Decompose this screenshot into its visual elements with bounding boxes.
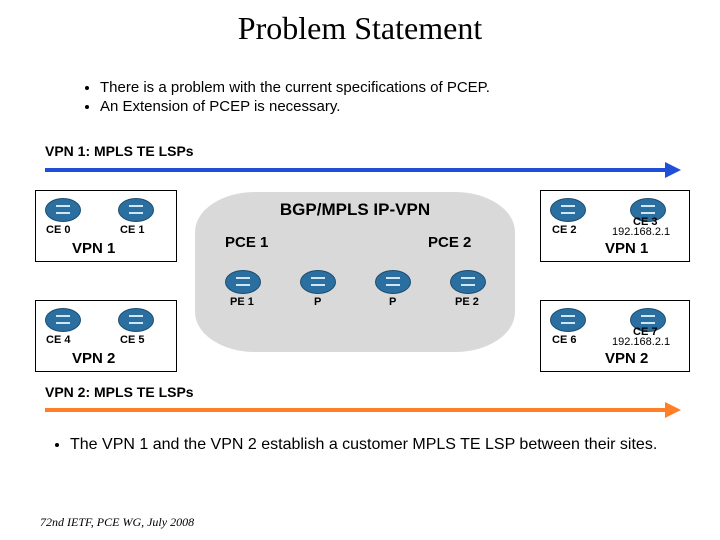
vpn1-label-right: VPN 1 (605, 240, 648, 257)
arrow-head-orange (665, 402, 681, 418)
router-icon (45, 198, 81, 222)
router-icon (375, 270, 411, 294)
vpn2-label-left: VPN 2 (72, 350, 115, 367)
ce4-label: CE 4 (46, 334, 70, 346)
vpn2-label-right: VPN 2 (605, 350, 648, 367)
slide: Problem Statement There is a problem wit… (0, 0, 720, 540)
vpn2-lsp-label: VPN 2: MPLS TE LSPs (45, 384, 194, 400)
footer-text: 72nd IETF, PCE WG, July 2008 (40, 515, 194, 530)
vpn1-lsp-label: VPN 1: MPLS TE LSPs (45, 143, 194, 159)
router-icon (550, 308, 586, 332)
ce1-label: CE 1 (120, 224, 144, 236)
arrow-line-blue (45, 168, 665, 172)
router-icon (225, 270, 261, 294)
vpn1-label-left: VPN 1 (72, 240, 115, 257)
bullet-list: There is a problem with the current spec… (60, 79, 490, 117)
cloud-title: BGP/MPLS IP-VPN (240, 200, 470, 220)
pe2-label: PE 2 (455, 296, 479, 308)
page-title: Problem Statement (0, 10, 720, 47)
ip1-label: 192.168.2.1 (612, 226, 670, 238)
router-icon (118, 198, 154, 222)
p1-label: P (314, 296, 321, 308)
ip2-label: 192.168.2.1 (612, 336, 670, 348)
router-icon (450, 270, 486, 294)
bullet-item: An Extension of PCEP is necessary. (100, 98, 490, 115)
ce0-label: CE 0 (46, 224, 70, 236)
bullet-item: There is a problem with the current spec… (100, 79, 490, 96)
ce5-label: CE 5 (120, 334, 144, 346)
router-icon (300, 270, 336, 294)
pce1-label: PCE 1 (225, 234, 268, 251)
pe1-label: PE 1 (230, 296, 254, 308)
router-icon (118, 308, 154, 332)
p2-label: P (389, 296, 396, 308)
conclusion-bullet: The VPN 1 and the VPN 2 establish a cust… (70, 436, 710, 454)
ce2-label: CE 2 (552, 224, 576, 236)
arrow-line-orange (45, 408, 665, 412)
pce2-label: PCE 2 (428, 234, 471, 251)
arrow-head-blue (665, 162, 681, 178)
ce6-label: CE 6 (552, 334, 576, 346)
router-icon (45, 308, 81, 332)
router-icon (550, 198, 586, 222)
conclusion-list: The VPN 1 and the VPN 2 establish a cust… (30, 436, 710, 454)
